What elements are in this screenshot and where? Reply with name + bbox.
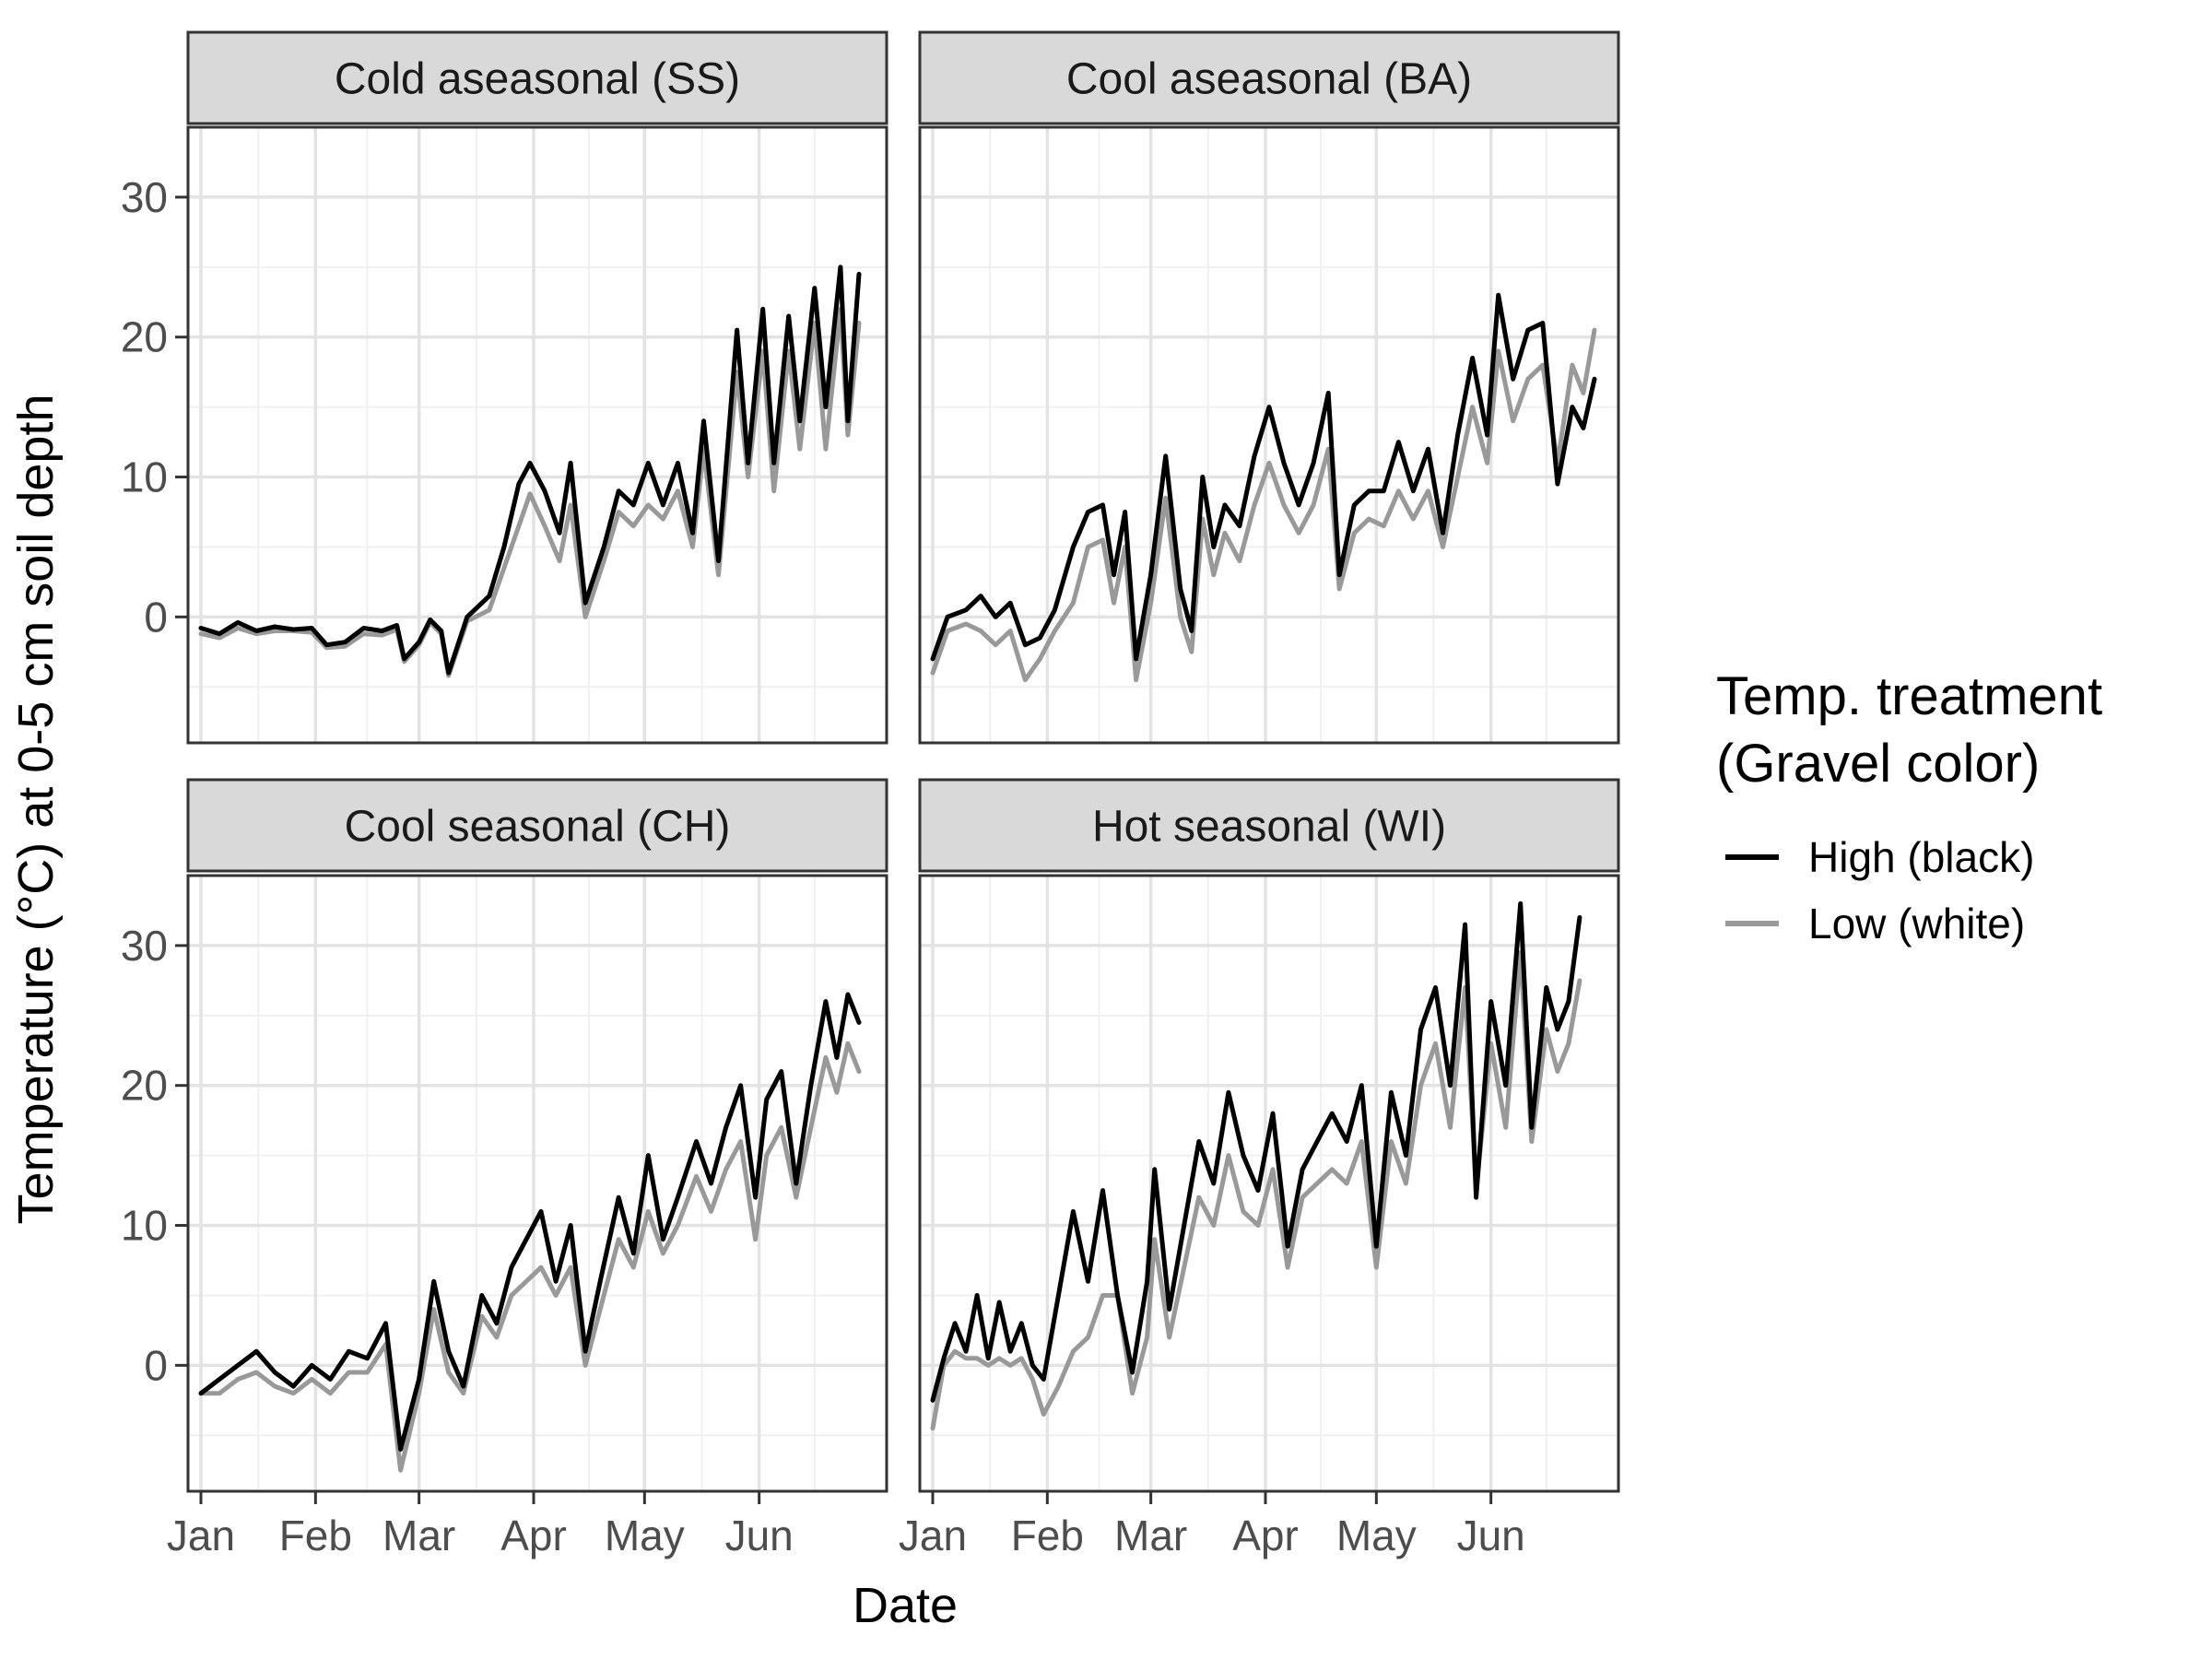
facet-title: Cold aseasonal (SS) bbox=[335, 55, 740, 104]
panel-border bbox=[918, 125, 1620, 745]
legend-title-line2: (Gravel color) bbox=[1716, 734, 2040, 794]
x-tick-label: Apr bbox=[500, 1512, 567, 1559]
legend-label: High (black) bbox=[1808, 833, 2034, 881]
x-tick-label: May bbox=[605, 1512, 685, 1559]
y-tick-label: 30 bbox=[121, 922, 168, 970]
facet-title: Cool aseasonal (BA) bbox=[1066, 55, 1472, 104]
series-line-low bbox=[198, 306, 862, 678]
x-tick-label: Feb bbox=[279, 1512, 352, 1559]
y-tick-label: 30 bbox=[121, 173, 168, 221]
panel-3: Cool seasonal (CH) 0 10 20 30 Jan Feb Mar Apr May… bbox=[121, 778, 888, 1559]
facet-strip bbox=[918, 30, 1620, 125]
x-tick-label: Jun bbox=[1457, 1512, 1525, 1559]
x-tick-label: Mar bbox=[382, 1512, 455, 1559]
series-line-high bbox=[930, 292, 1597, 662]
panel-background bbox=[920, 127, 1618, 743]
y-tick-label: 10 bbox=[121, 1202, 168, 1250]
panel-1: Cold aseasonal (SS) 0 10 20 30 bbox=[121, 30, 888, 745]
y-axis-title: Temperature (°C) at 0-5 cm soil depth bbox=[8, 394, 64, 1225]
x-tick-label: May bbox=[1336, 1512, 1417, 1559]
legend: Temp. treatment (Gravel color) High (bla… bbox=[1716, 666, 2102, 947]
x-tick-label: Mar bbox=[1114, 1512, 1187, 1559]
series-line-low bbox=[930, 327, 1597, 683]
y-tick-label: 0 bbox=[144, 593, 168, 641]
x-tick-label: Jan bbox=[167, 1512, 235, 1559]
panel-4: Hot seasonal (WI) Jan Feb Mar Apr May Jun bbox=[899, 778, 1620, 1559]
facet-title: Hot seasonal (WI) bbox=[1092, 803, 1446, 852]
panel-border bbox=[186, 874, 888, 1493]
y-tick-label: 0 bbox=[144, 1341, 168, 1389]
y-tick-label: 20 bbox=[121, 313, 168, 361]
x-tick-label: Jun bbox=[725, 1512, 794, 1559]
legend-title-line1: Temp. treatment bbox=[1716, 666, 2102, 726]
legend-label: Low (white) bbox=[1808, 900, 2025, 947]
facet-strip bbox=[186, 778, 888, 873]
facet-strip bbox=[186, 30, 888, 125]
series-line-high bbox=[930, 900, 1583, 1403]
series-line-low bbox=[198, 1041, 862, 1473]
x-tick-label: Apr bbox=[1232, 1512, 1299, 1559]
panel-border bbox=[186, 125, 888, 745]
x-tick-label: Feb bbox=[1011, 1512, 1084, 1559]
series-line-high bbox=[198, 992, 862, 1452]
x-tick-label: Jan bbox=[899, 1512, 967, 1559]
series-line-high bbox=[198, 265, 862, 676]
y-tick-label: 10 bbox=[121, 453, 168, 501]
x-axis-title: Date bbox=[853, 1578, 958, 1633]
panel-2: Cool aseasonal (BA) bbox=[918, 30, 1620, 745]
panel-background bbox=[188, 876, 887, 1491]
facet-title: Cool seasonal (CH) bbox=[345, 803, 731, 852]
facet-strip bbox=[918, 778, 1620, 873]
panels: Cold aseasonal (SS) 0 10 20 30 Cool aseasonal… bbox=[121, 30, 1620, 1559]
y-tick-label: 20 bbox=[121, 1062, 168, 1110]
panel-border bbox=[918, 874, 1620, 1493]
